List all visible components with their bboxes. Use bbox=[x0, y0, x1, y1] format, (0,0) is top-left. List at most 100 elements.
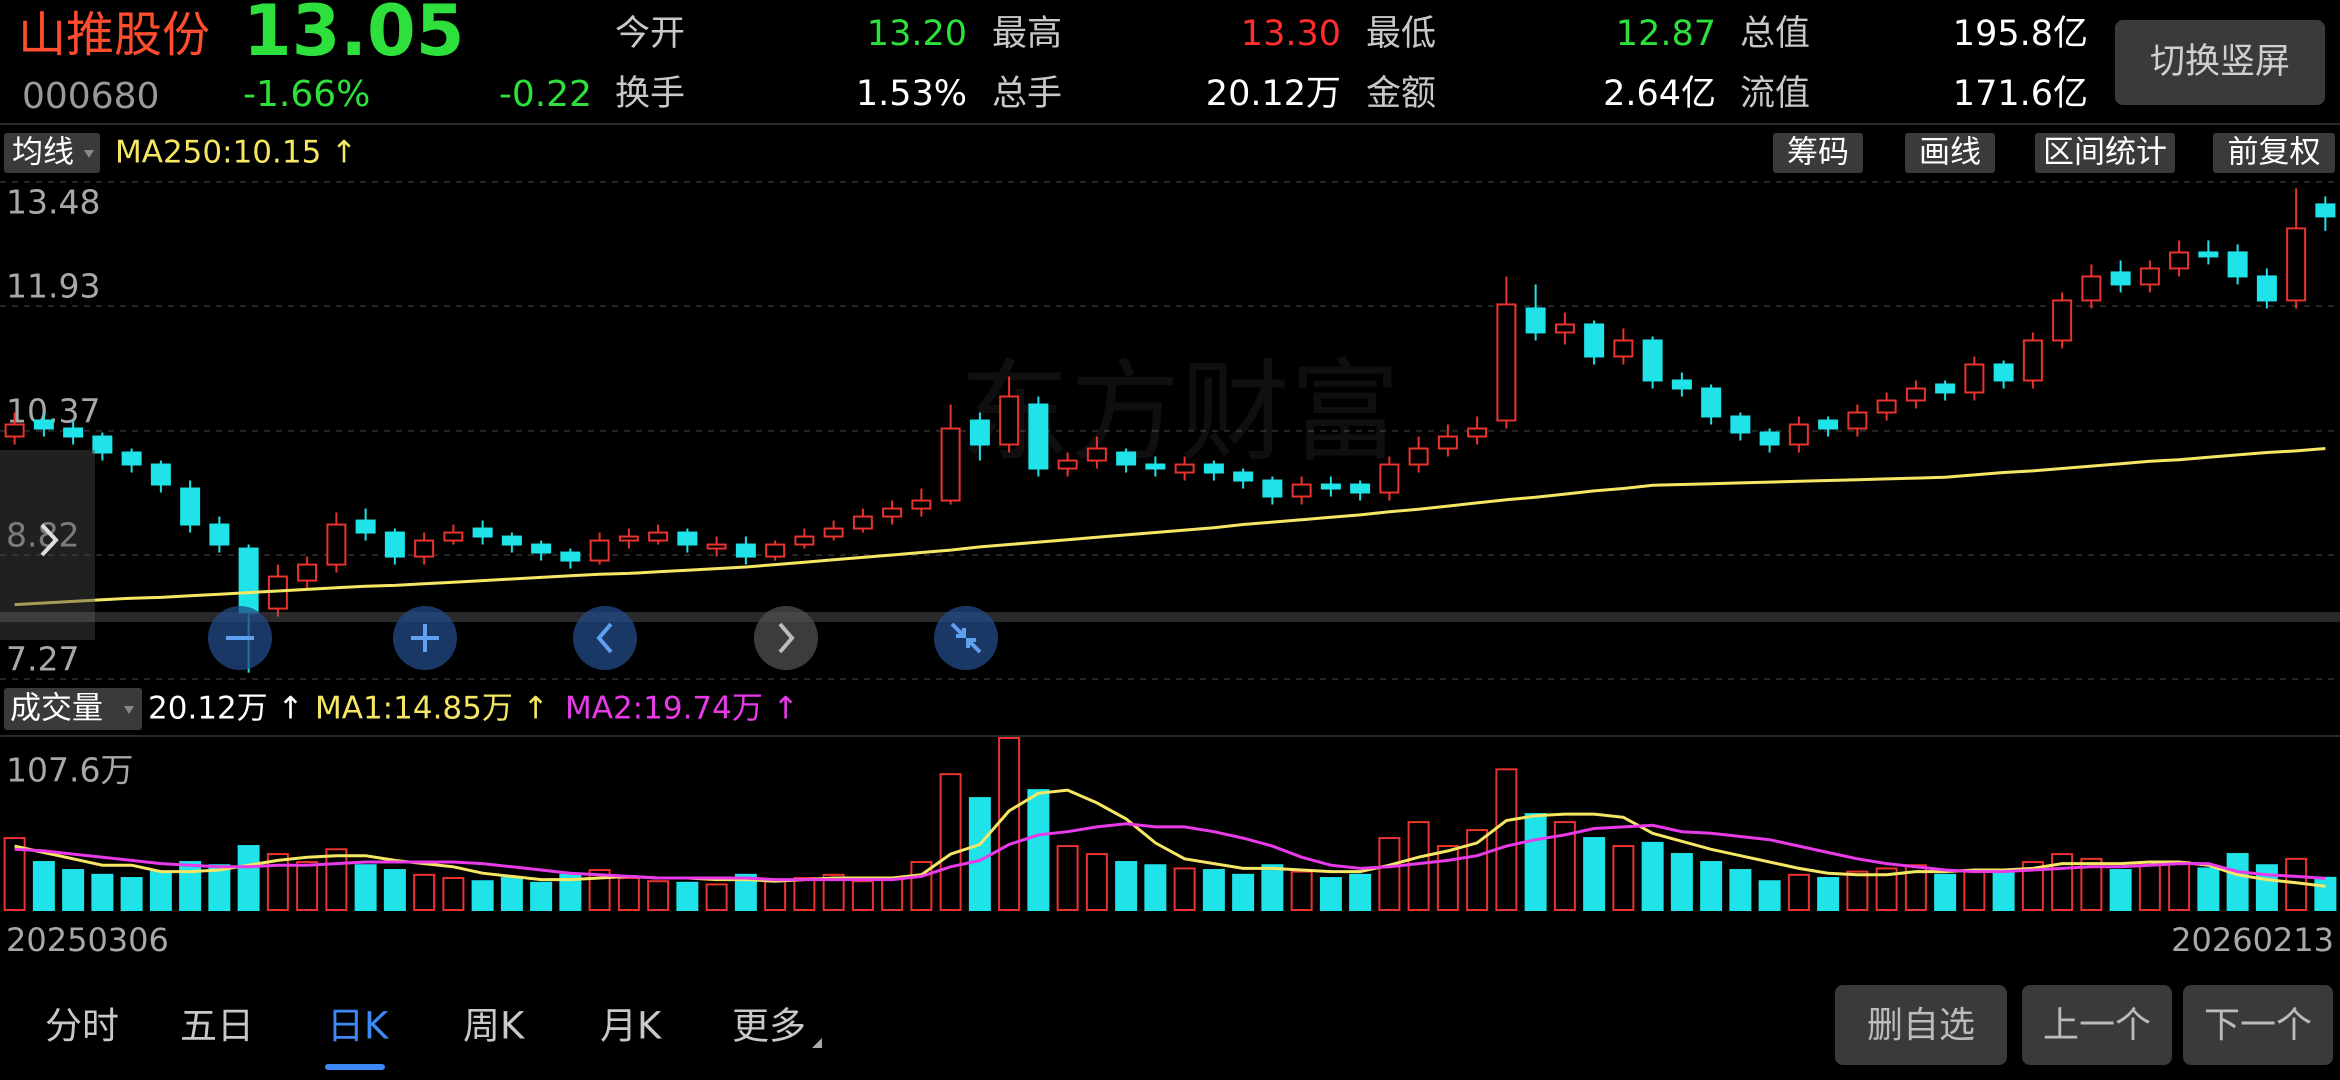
candle-body bbox=[706, 543, 727, 550]
candle-body bbox=[1730, 415, 1751, 434]
ma-selector[interactable] bbox=[4, 133, 100, 173]
volume-bar bbox=[1553, 821, 1576, 911]
candle-body bbox=[589, 539, 610, 562]
watermark: 东方财富 bbox=[960, 348, 1400, 476]
period-tab[interactable]: 更多 bbox=[732, 1005, 806, 1048]
candle-body bbox=[1379, 463, 1400, 494]
candle-body bbox=[911, 499, 932, 510]
candle-body bbox=[1174, 463, 1195, 474]
volume-bar bbox=[325, 848, 348, 912]
stat-value: 20.12万 bbox=[1206, 74, 1341, 114]
volume-bar bbox=[1904, 864, 1927, 912]
toolbar-button[interactable] bbox=[1905, 133, 1995, 173]
bottom-bar: 分时 五日 日K 周K 月K 更多 删自选 上一个 下一个 bbox=[45, 985, 2333, 1070]
volume-bar bbox=[2255, 864, 2278, 912]
dropdown-arrow bbox=[84, 150, 94, 158]
toolbar-button[interactable] bbox=[1773, 133, 1863, 173]
volume-bar bbox=[559, 873, 582, 911]
candle-body bbox=[1467, 427, 1488, 438]
candle-body bbox=[92, 435, 113, 454]
candle-body bbox=[560, 551, 581, 562]
volume-bar bbox=[296, 861, 319, 912]
candle-body bbox=[1701, 387, 1722, 418]
candle-body bbox=[1320, 483, 1341, 490]
candle-body bbox=[2227, 251, 2248, 278]
toolbar-button-label[interactable]: 前复权 bbox=[2228, 135, 2321, 171]
action-button-label[interactable]: 删自选 bbox=[1867, 1005, 1975, 1046]
volume-bar bbox=[2226, 853, 2249, 912]
stat-value: 171.6亿 bbox=[1953, 74, 2088, 114]
stat-label: 金额 bbox=[1366, 74, 1436, 114]
volume-bar bbox=[91, 873, 114, 911]
action-button[interactable] bbox=[2183, 985, 2333, 1065]
candle-body bbox=[1203, 463, 1224, 474]
volume-bar bbox=[881, 877, 904, 911]
toolbar-button-label[interactable]: 画线 bbox=[1919, 135, 1981, 171]
candle-body bbox=[150, 463, 171, 486]
left-icon bbox=[596, 622, 613, 654]
volume-bar bbox=[500, 877, 523, 911]
action-button-label[interactable]: 上一个 bbox=[2043, 1005, 2151, 1046]
plus-icon bbox=[411, 624, 439, 652]
period-tab[interactable]: 日K bbox=[327, 1005, 390, 1048]
orientation-button-label[interactable]: 切换竖屏 bbox=[2150, 42, 2290, 82]
volume-bar bbox=[1466, 829, 1489, 911]
period-tab[interactable]: 五日 bbox=[180, 1005, 254, 1048]
candle-body bbox=[501, 535, 522, 546]
candle-body bbox=[2110, 271, 2131, 286]
action-button-label[interactable]: 下一个 bbox=[2204, 1005, 2312, 1046]
volume-bar bbox=[442, 877, 465, 911]
toolbar-button[interactable] bbox=[2035, 133, 2175, 173]
period-tab[interactable]: 月K bbox=[600, 1005, 663, 1048]
volume-bar bbox=[617, 877, 640, 911]
volume-bar bbox=[3, 837, 26, 911]
volume-bar bbox=[1875, 867, 1898, 911]
stat-value: 2.64亿 bbox=[1603, 74, 1716, 114]
toolbar-button-label[interactable]: 筹码 bbox=[1787, 135, 1849, 171]
orientation-button[interactable] bbox=[2115, 20, 2325, 105]
stat-value: 195.8亿 bbox=[1953, 14, 2088, 54]
candle-body bbox=[999, 395, 1020, 446]
more-arrow bbox=[812, 1038, 822, 1048]
ma-selector-label[interactable]: 均线 bbox=[12, 135, 74, 171]
candle-body bbox=[677, 531, 698, 546]
stat-label: 最高 bbox=[992, 14, 1062, 54]
candle-body bbox=[326, 523, 347, 566]
volume-bar bbox=[1027, 789, 1050, 911]
action-button[interactable] bbox=[2022, 985, 2172, 1065]
volume-bar bbox=[120, 877, 143, 911]
candle-body bbox=[1116, 451, 1137, 466]
candle-body bbox=[1876, 399, 1897, 414]
period-tab[interactable]: 分时 bbox=[45, 1005, 119, 1048]
candle-body bbox=[63, 427, 84, 438]
period-tab[interactable]: 周K bbox=[463, 1005, 526, 1048]
stat-value: 12.87 bbox=[1616, 14, 1716, 54]
stock-price: 13.05 bbox=[243, 0, 464, 72]
toolbar-button-label[interactable]: 区间统计 bbox=[2043, 135, 2167, 171]
action-button[interactable] bbox=[1835, 985, 2007, 1065]
candle-body bbox=[765, 543, 786, 558]
side-panel-toggle[interactable] bbox=[0, 450, 95, 640]
volume-bar bbox=[1085, 853, 1108, 912]
candle-body bbox=[940, 427, 961, 502]
stock-code: 000680 bbox=[22, 76, 159, 117]
indicator-selector[interactable] bbox=[4, 688, 142, 730]
volume-value: 20.12万 ↑ bbox=[148, 691, 304, 727]
indicator-selector-label[interactable]: 成交量 bbox=[10, 691, 103, 727]
volume-bar bbox=[1378, 837, 1401, 911]
volume-bar bbox=[1524, 813, 1547, 912]
candle-body bbox=[1291, 483, 1312, 498]
move-right-button[interactable] bbox=[754, 606, 818, 670]
reset-button[interactable] bbox=[934, 606, 998, 670]
volume-bar bbox=[1817, 877, 1840, 911]
y-tick-label: 107.6万 bbox=[6, 751, 133, 790]
toolbar-button[interactable] bbox=[2213, 133, 2335, 173]
move-left-button[interactable] bbox=[573, 606, 637, 670]
volume-bar bbox=[1641, 841, 1664, 911]
candle-body bbox=[1525, 307, 1546, 334]
volume-bar bbox=[1992, 870, 2015, 911]
volume-bar bbox=[471, 880, 494, 911]
volume-ma1: MA1:14.85万 ↑ bbox=[315, 691, 549, 727]
